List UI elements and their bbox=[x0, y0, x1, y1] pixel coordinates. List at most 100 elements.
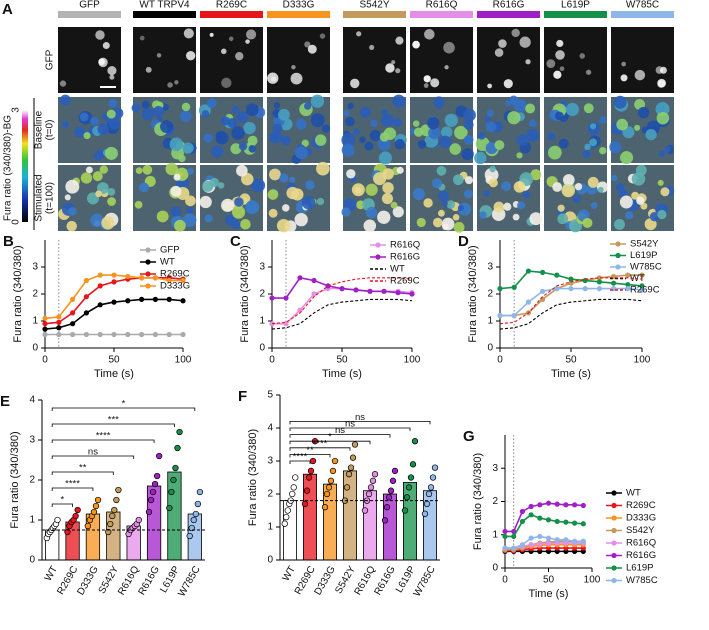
data-point bbox=[554, 518, 560, 525]
cell-blob bbox=[104, 146, 118, 160]
cell-blob bbox=[547, 145, 562, 160]
data-point bbox=[111, 331, 117, 338]
image-cell bbox=[131, 97, 197, 163]
data-point bbox=[325, 484, 333, 491]
data-point bbox=[339, 286, 345, 292]
cell-blob bbox=[503, 79, 513, 89]
data-point bbox=[385, 494, 393, 501]
cell-blob bbox=[529, 212, 543, 226]
data-point bbox=[369, 477, 377, 484]
cell-blob bbox=[268, 208, 278, 218]
significance-bracket bbox=[289, 440, 371, 445]
bar bbox=[146, 485, 162, 561]
cell-blob bbox=[269, 168, 281, 181]
cell-blob bbox=[525, 59, 531, 65]
significance-label: * bbox=[328, 432, 332, 443]
cell-blob bbox=[294, 146, 308, 160]
data-point bbox=[297, 307, 303, 313]
cell-blob bbox=[382, 168, 394, 180]
x-axis-label: Time (s) bbox=[322, 368, 362, 380]
cell-blob bbox=[301, 139, 309, 147]
image-cell bbox=[341, 163, 406, 233]
data-point bbox=[194, 500, 202, 508]
data-point bbox=[421, 510, 429, 517]
legend-marker bbox=[615, 241, 621, 247]
data-point bbox=[166, 296, 172, 302]
cell-blob bbox=[599, 116, 607, 124]
cell-blob bbox=[385, 63, 395, 73]
cell-blob bbox=[160, 120, 174, 134]
cell-blob bbox=[530, 169, 542, 181]
data-point bbox=[511, 313, 517, 319]
data-point bbox=[519, 542, 526, 548]
data-point bbox=[580, 538, 586, 545]
image-cell bbox=[267, 161, 330, 233]
cell-blob bbox=[555, 50, 565, 60]
cell-blob bbox=[289, 176, 296, 183]
data-point bbox=[427, 484, 435, 491]
cell-blob bbox=[424, 29, 435, 40]
cell-blob bbox=[637, 106, 650, 119]
legend-marker bbox=[615, 264, 621, 270]
cell-blob bbox=[316, 197, 325, 206]
cell-blob bbox=[85, 166, 93, 174]
cell-blob bbox=[217, 182, 225, 189]
y-tick-label: 1 bbox=[32, 316, 38, 327]
data-point bbox=[284, 507, 291, 514]
data-point bbox=[554, 537, 560, 543]
y-tick-label: 3 bbox=[492, 463, 498, 474]
image-cell bbox=[133, 27, 196, 93]
cell-blob bbox=[582, 149, 591, 159]
y-tick-label: 2 bbox=[29, 475, 35, 486]
cell-blob bbox=[64, 194, 71, 201]
legend-marker bbox=[615, 252, 621, 259]
cell-blob bbox=[231, 126, 245, 140]
cell-blob bbox=[417, 140, 427, 149]
data-point bbox=[196, 488, 204, 496]
data-point bbox=[109, 512, 116, 520]
data-point bbox=[94, 496, 102, 504]
legend-marker bbox=[611, 565, 617, 571]
cell-blob bbox=[304, 41, 311, 48]
cell-blob bbox=[391, 60, 396, 65]
y-axis-label: Fura ratio (340/380) bbox=[247, 429, 259, 526]
data-point bbox=[92, 502, 100, 510]
cell-blob bbox=[350, 78, 360, 89]
cell-blob bbox=[516, 152, 523, 159]
data-point bbox=[367, 288, 373, 294]
data-point bbox=[135, 516, 142, 524]
cell-blob bbox=[396, 166, 404, 174]
data-point bbox=[113, 496, 120, 504]
cell-blob bbox=[314, 134, 327, 146]
cell-blob bbox=[221, 77, 232, 89]
x-axis-label: Time (s) bbox=[529, 588, 569, 600]
significance-label: *** bbox=[108, 415, 119, 426]
data-point bbox=[305, 474, 313, 481]
cell-blob bbox=[546, 59, 556, 68]
cell-blob bbox=[657, 209, 667, 220]
data-point bbox=[166, 331, 172, 338]
cell-blob bbox=[511, 28, 520, 38]
cell-blob bbox=[232, 205, 246, 219]
cell-blob bbox=[565, 102, 579, 117]
cell-blob bbox=[493, 201, 505, 213]
cell-blob bbox=[484, 116, 491, 123]
legend-marker bbox=[611, 552, 617, 559]
cell-blob bbox=[553, 70, 562, 79]
cell-blob bbox=[522, 191, 531, 199]
legend-label: R269C bbox=[390, 276, 420, 287]
cell-blob bbox=[656, 111, 670, 125]
data-point bbox=[54, 516, 61, 524]
cell-blob bbox=[526, 128, 540, 142]
significance-bracket bbox=[289, 421, 431, 425]
cell-blob bbox=[392, 206, 404, 218]
legend-marker bbox=[145, 259, 151, 265]
x-tick-label: 0 bbox=[42, 355, 48, 366]
row-label: Stimulated bbox=[34, 174, 45, 221]
data-point bbox=[111, 279, 117, 285]
legend-label: R616G bbox=[390, 252, 420, 263]
x-tick-label: D333G bbox=[75, 564, 100, 597]
data-point bbox=[345, 471, 353, 478]
cell-blob bbox=[614, 218, 625, 230]
data-point bbox=[528, 512, 534, 518]
